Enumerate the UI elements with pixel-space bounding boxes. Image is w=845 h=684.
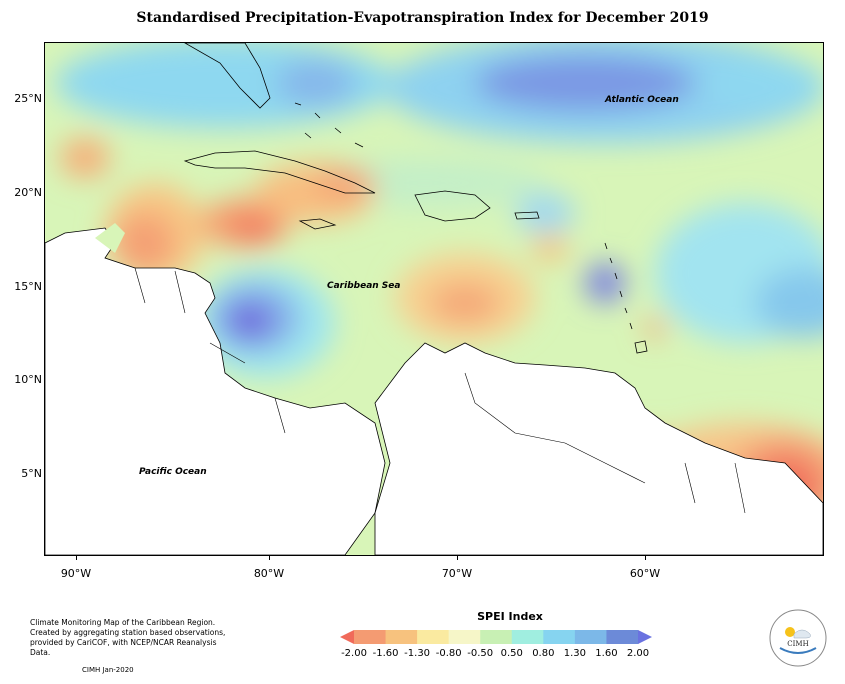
legend-title: SPEI Index — [477, 610, 543, 623]
cloud-icon — [793, 629, 811, 639]
lesser-antilles — [604, 242, 633, 330]
spei-map: Atlantic Ocean Caribbean Sea Pacific Oce… — [44, 42, 824, 556]
legend-value-label: 0.50 — [500, 648, 523, 659]
legend-colorbar — [340, 630, 652, 644]
lon-tick-mark — [457, 555, 458, 560]
lon-tick-60w: 60°W — [629, 567, 661, 580]
cuba-outline — [183, 150, 376, 194]
legend-swatch — [448, 630, 481, 644]
legend-value-label: 0.80 — [532, 648, 555, 659]
hispaniola-outline — [414, 190, 491, 222]
atlantic-ocean-label: Atlantic Ocean — [605, 95, 679, 105]
legend-swatch — [511, 630, 544, 644]
lon-tick-80w: 80°W — [253, 567, 285, 580]
legend-swatch — [417, 630, 450, 644]
legend-value-label: -1.60 — [372, 648, 399, 659]
legend-value-label: 1.30 — [563, 648, 586, 659]
central-america-land — [45, 227, 386, 555]
puerto-rico-outline — [514, 211, 540, 220]
map-canvas — [45, 43, 823, 555]
lon-tick-mark — [76, 555, 77, 560]
central-america-borders — [134, 267, 286, 434]
caribbean-sea-label: Caribbean Sea — [327, 281, 401, 291]
florida-outline — [184, 43, 271, 109]
lat-tick-10n: 10°N — [14, 373, 42, 386]
lon-tick-mark — [269, 555, 270, 560]
legend-value-label: -0.50 — [467, 648, 494, 659]
map-credit: CIMH Jan-2020 — [82, 666, 134, 674]
logo-text: CIMH — [787, 640, 808, 648]
jamaica-outline — [298, 218, 337, 230]
legend-swatch — [480, 630, 513, 644]
map-description: Climate Monitoring Map of the Caribbean … — [30, 618, 226, 657]
sun-icon — [785, 627, 795, 637]
legend-labels: -2.00 -1.60 -1.30 -0.80 -0.50 0.50 0.80 1.30 1.6… — [341, 648, 650, 662]
land-masses — [45, 43, 823, 555]
yucatan-coast — [95, 223, 125, 253]
lon-tick-70w: 70°W — [441, 567, 473, 580]
map-title: Standardised Precipitation-Evapotranspir… — [136, 10, 709, 26]
lat-tick-25n: 25°N — [14, 92, 42, 105]
legend-swatch — [574, 630, 607, 644]
trinidad-outline — [634, 340, 648, 354]
lon-tick-mark — [645, 555, 646, 560]
lat-tick-5n: 5°N — [21, 467, 42, 480]
legend-value-label: 1.60 — [595, 648, 618, 659]
south-america-land — [374, 342, 823, 555]
cimh-logo: CIMH — [769, 609, 827, 667]
legend-swatch — [354, 630, 387, 644]
lon-tick-90w: 90°W — [60, 567, 92, 580]
bahamas-islands — [294, 102, 364, 148]
legend-arrow-low — [340, 630, 354, 644]
lat-tick-20n: 20°N — [14, 186, 42, 199]
legend-value-label: 2.00 — [626, 648, 650, 659]
country-borders — [464, 372, 746, 514]
legend-value-label: -0.80 — [435, 648, 462, 659]
legend-swatch — [606, 630, 639, 644]
legend-arrow-high — [638, 630, 652, 644]
wave-icon — [779, 647, 817, 654]
legend-value-label: -2.00 — [341, 648, 367, 659]
lat-tick-15n: 15°N — [14, 280, 42, 293]
legend-swatch — [385, 630, 418, 644]
legend-value-label: -1.30 — [404, 648, 431, 659]
legend-swatch — [543, 630, 576, 644]
pacific-ocean-label: Pacific Ocean — [139, 467, 207, 477]
